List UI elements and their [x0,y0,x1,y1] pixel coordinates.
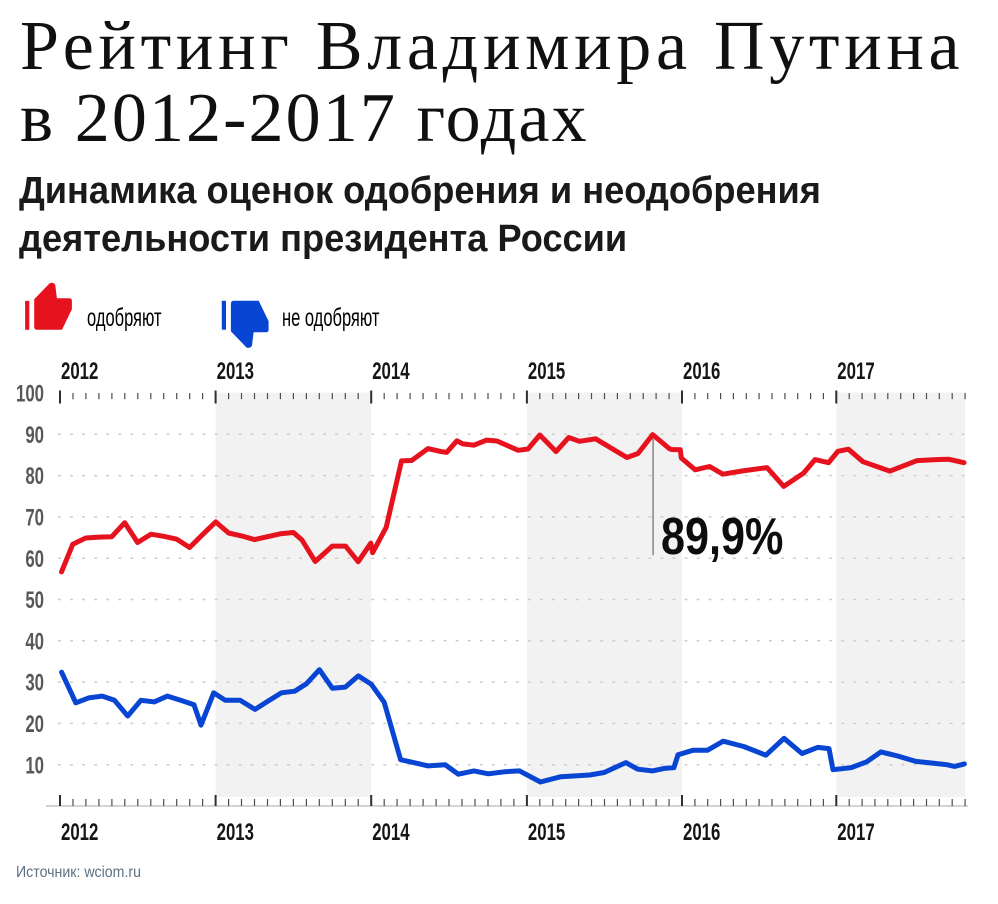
svg-text:100: 100 [16,381,44,408]
svg-text:2012: 2012 [61,358,98,385]
svg-text:30: 30 [25,670,44,697]
svg-text:2013: 2013 [217,819,254,846]
svg-text:80: 80 [25,463,44,490]
svg-text:2017: 2017 [837,819,874,846]
svg-text:2014: 2014 [372,819,410,846]
svg-text:2017: 2017 [837,358,874,385]
svg-text:20: 20 [25,711,44,738]
svg-text:60: 60 [25,546,44,573]
svg-text:70: 70 [25,505,44,532]
svg-text:10: 10 [25,752,44,779]
svg-text:2014: 2014 [372,358,410,385]
svg-text:50: 50 [25,587,44,614]
svg-text:2015: 2015 [528,819,565,846]
svg-text:2016: 2016 [683,358,720,385]
svg-text:2012: 2012 [61,819,98,846]
svg-text:2015: 2015 [528,358,565,385]
svg-text:2013: 2013 [217,358,254,385]
svg-text:40: 40 [25,629,44,656]
svg-text:2016: 2016 [683,819,720,846]
svg-text:90: 90 [25,422,44,449]
